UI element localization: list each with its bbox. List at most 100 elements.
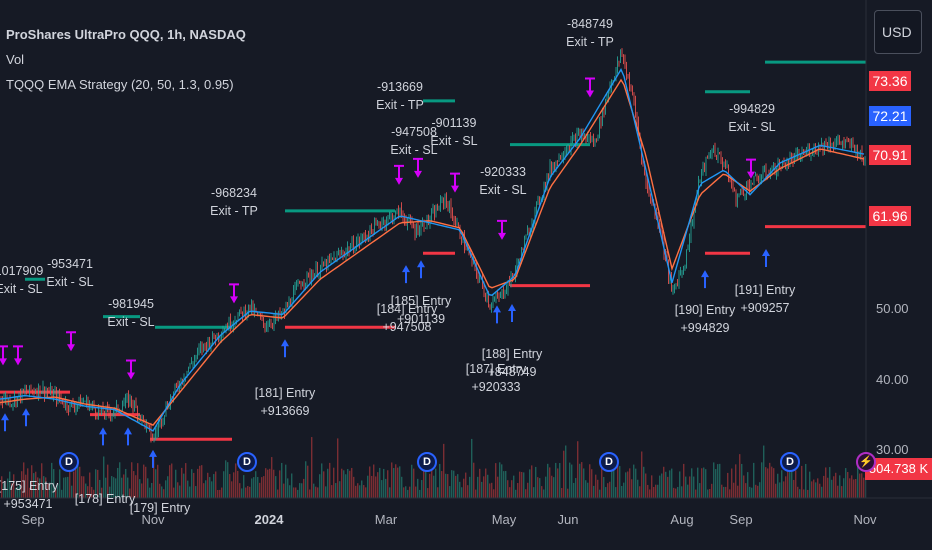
- volume-bar: [531, 465, 533, 498]
- volume-bar: [161, 486, 163, 498]
- volume-bar: [639, 486, 641, 498]
- annotation-line: -981945: [108, 296, 154, 311]
- x-tick-label: May: [491, 512, 517, 527]
- annotation-line: -947508: [391, 124, 437, 139]
- volume-bar: [187, 480, 189, 498]
- volume-bar: [265, 468, 267, 498]
- volume-bar: [1, 476, 3, 498]
- trade-annotation: [187] Entry +920333: [466, 360, 526, 396]
- volume-bar: [489, 483, 491, 498]
- volume-bar: [527, 482, 529, 498]
- trade-annotation: [184] Entry +947508: [377, 300, 437, 336]
- entry-arrow: [402, 265, 410, 284]
- volume-bar: [603, 476, 605, 498]
- volume-bar: [391, 462, 393, 498]
- volume-bar: [759, 482, 761, 498]
- volume-bar: [433, 475, 435, 498]
- volume-bar: [33, 473, 35, 498]
- dividend-marker[interactable]: D: [780, 452, 800, 472]
- volume-bar: [581, 462, 583, 498]
- volume-bar: [773, 468, 775, 498]
- exit-arrow: [746, 158, 756, 179]
- annotation-line: Exit - TP: [376, 98, 424, 113]
- volume-bar: [211, 481, 213, 498]
- volume-bar: [79, 466, 81, 498]
- annotation-line: -901139: [431, 115, 477, 130]
- volume-bar: [237, 470, 239, 498]
- annotation-line: Exit - SL: [0, 281, 43, 296]
- volume-bar: [41, 463, 43, 498]
- volume-bar: [153, 455, 155, 498]
- symbol-title[interactable]: ProShares UltraPro QQQ, 1h, NASDAQ: [6, 27, 246, 42]
- exit-arrow: [413, 157, 423, 178]
- annotation-line: +920333: [471, 380, 521, 395]
- trade-annotation: -920333 Exit - SL: [479, 163, 526, 199]
- volume-bar: [327, 468, 329, 498]
- volume-bar: [103, 456, 105, 498]
- volume-bar: [715, 469, 717, 498]
- entry-arrow: [22, 408, 30, 427]
- volume-bar: [649, 489, 651, 498]
- volume-bar: [725, 486, 727, 498]
- entry-arrow: [124, 427, 132, 446]
- volume-bar: [859, 473, 861, 498]
- trade-annotation: [185] Entry +901139: [391, 292, 451, 328]
- currency-button[interactable]: USD: [874, 10, 922, 54]
- annotation-line: -968234: [211, 186, 257, 201]
- volume-bar: [817, 478, 819, 498]
- trade-annotation: [190] Entry +994829: [675, 301, 735, 337]
- volume-bar: [801, 465, 803, 498]
- dividend-marker[interactable]: D: [237, 452, 257, 472]
- exit-arrow: [585, 77, 595, 98]
- volume-bar: [719, 463, 721, 498]
- volume-bar: [131, 462, 133, 498]
- volume-bar: [655, 484, 657, 498]
- volume-bar: [91, 486, 93, 498]
- volume-bar: [703, 467, 705, 498]
- volume-bar: [761, 462, 763, 498]
- volume-bar: [113, 477, 115, 498]
- volume-bar: [709, 488, 711, 498]
- volume-bar: [369, 466, 371, 498]
- dividend-marker[interactable]: D: [599, 452, 619, 472]
- annotation-line: +953471: [3, 496, 53, 511]
- volume-bar: [765, 467, 767, 498]
- x-tick-label: Sep: [21, 512, 45, 527]
- volume-bar: [553, 477, 555, 498]
- volume-bar: [281, 462, 283, 498]
- volume-bar: [569, 462, 571, 498]
- dividend-marker[interactable]: D: [59, 452, 79, 472]
- volume-indicator-label[interactable]: Vol: [6, 52, 25, 67]
- annotation-line: +994829: [680, 321, 730, 336]
- volume-bar: [17, 486, 19, 498]
- strategy-indicator-label[interactable]: TQQQ EMA Strategy (20, 50, 1.3, 0.95): [6, 77, 234, 92]
- volume-bar: [575, 478, 577, 498]
- annotation-line: Exit - SL: [46, 274, 94, 289]
- volume-bar: [727, 472, 729, 498]
- entry-arrow: [281, 339, 289, 358]
- exit-arrow: [497, 219, 507, 240]
- volume-bar: [63, 477, 65, 498]
- volume-bar: [525, 489, 527, 498]
- volume-bar: [29, 487, 31, 498]
- volume-bar: [645, 473, 647, 498]
- volume-bar: [797, 486, 799, 498]
- y-tick-label: 30.00: [876, 442, 909, 457]
- volume-bar: [821, 486, 823, 498]
- volume-bar: [747, 472, 749, 498]
- volume-bar: [809, 471, 811, 498]
- exit-arrow: [66, 331, 76, 352]
- volume-bar: [849, 478, 851, 498]
- volume-bar: [297, 489, 299, 498]
- dividend-marker[interactable]: D: [417, 452, 437, 472]
- earnings-event-icon[interactable]: ⚡: [856, 452, 876, 472]
- volume-bar: [545, 476, 547, 498]
- volume-bar: [107, 464, 109, 498]
- ema-fast-line: [0, 67, 865, 432]
- volume-bar: [671, 468, 673, 498]
- annotation-line: Exit - SL: [390, 142, 438, 157]
- annotation-line: Exit - SL: [107, 314, 155, 329]
- trade-annotation: -981945 Exit - SL: [107, 295, 154, 331]
- annotation-line: +848749: [487, 364, 537, 379]
